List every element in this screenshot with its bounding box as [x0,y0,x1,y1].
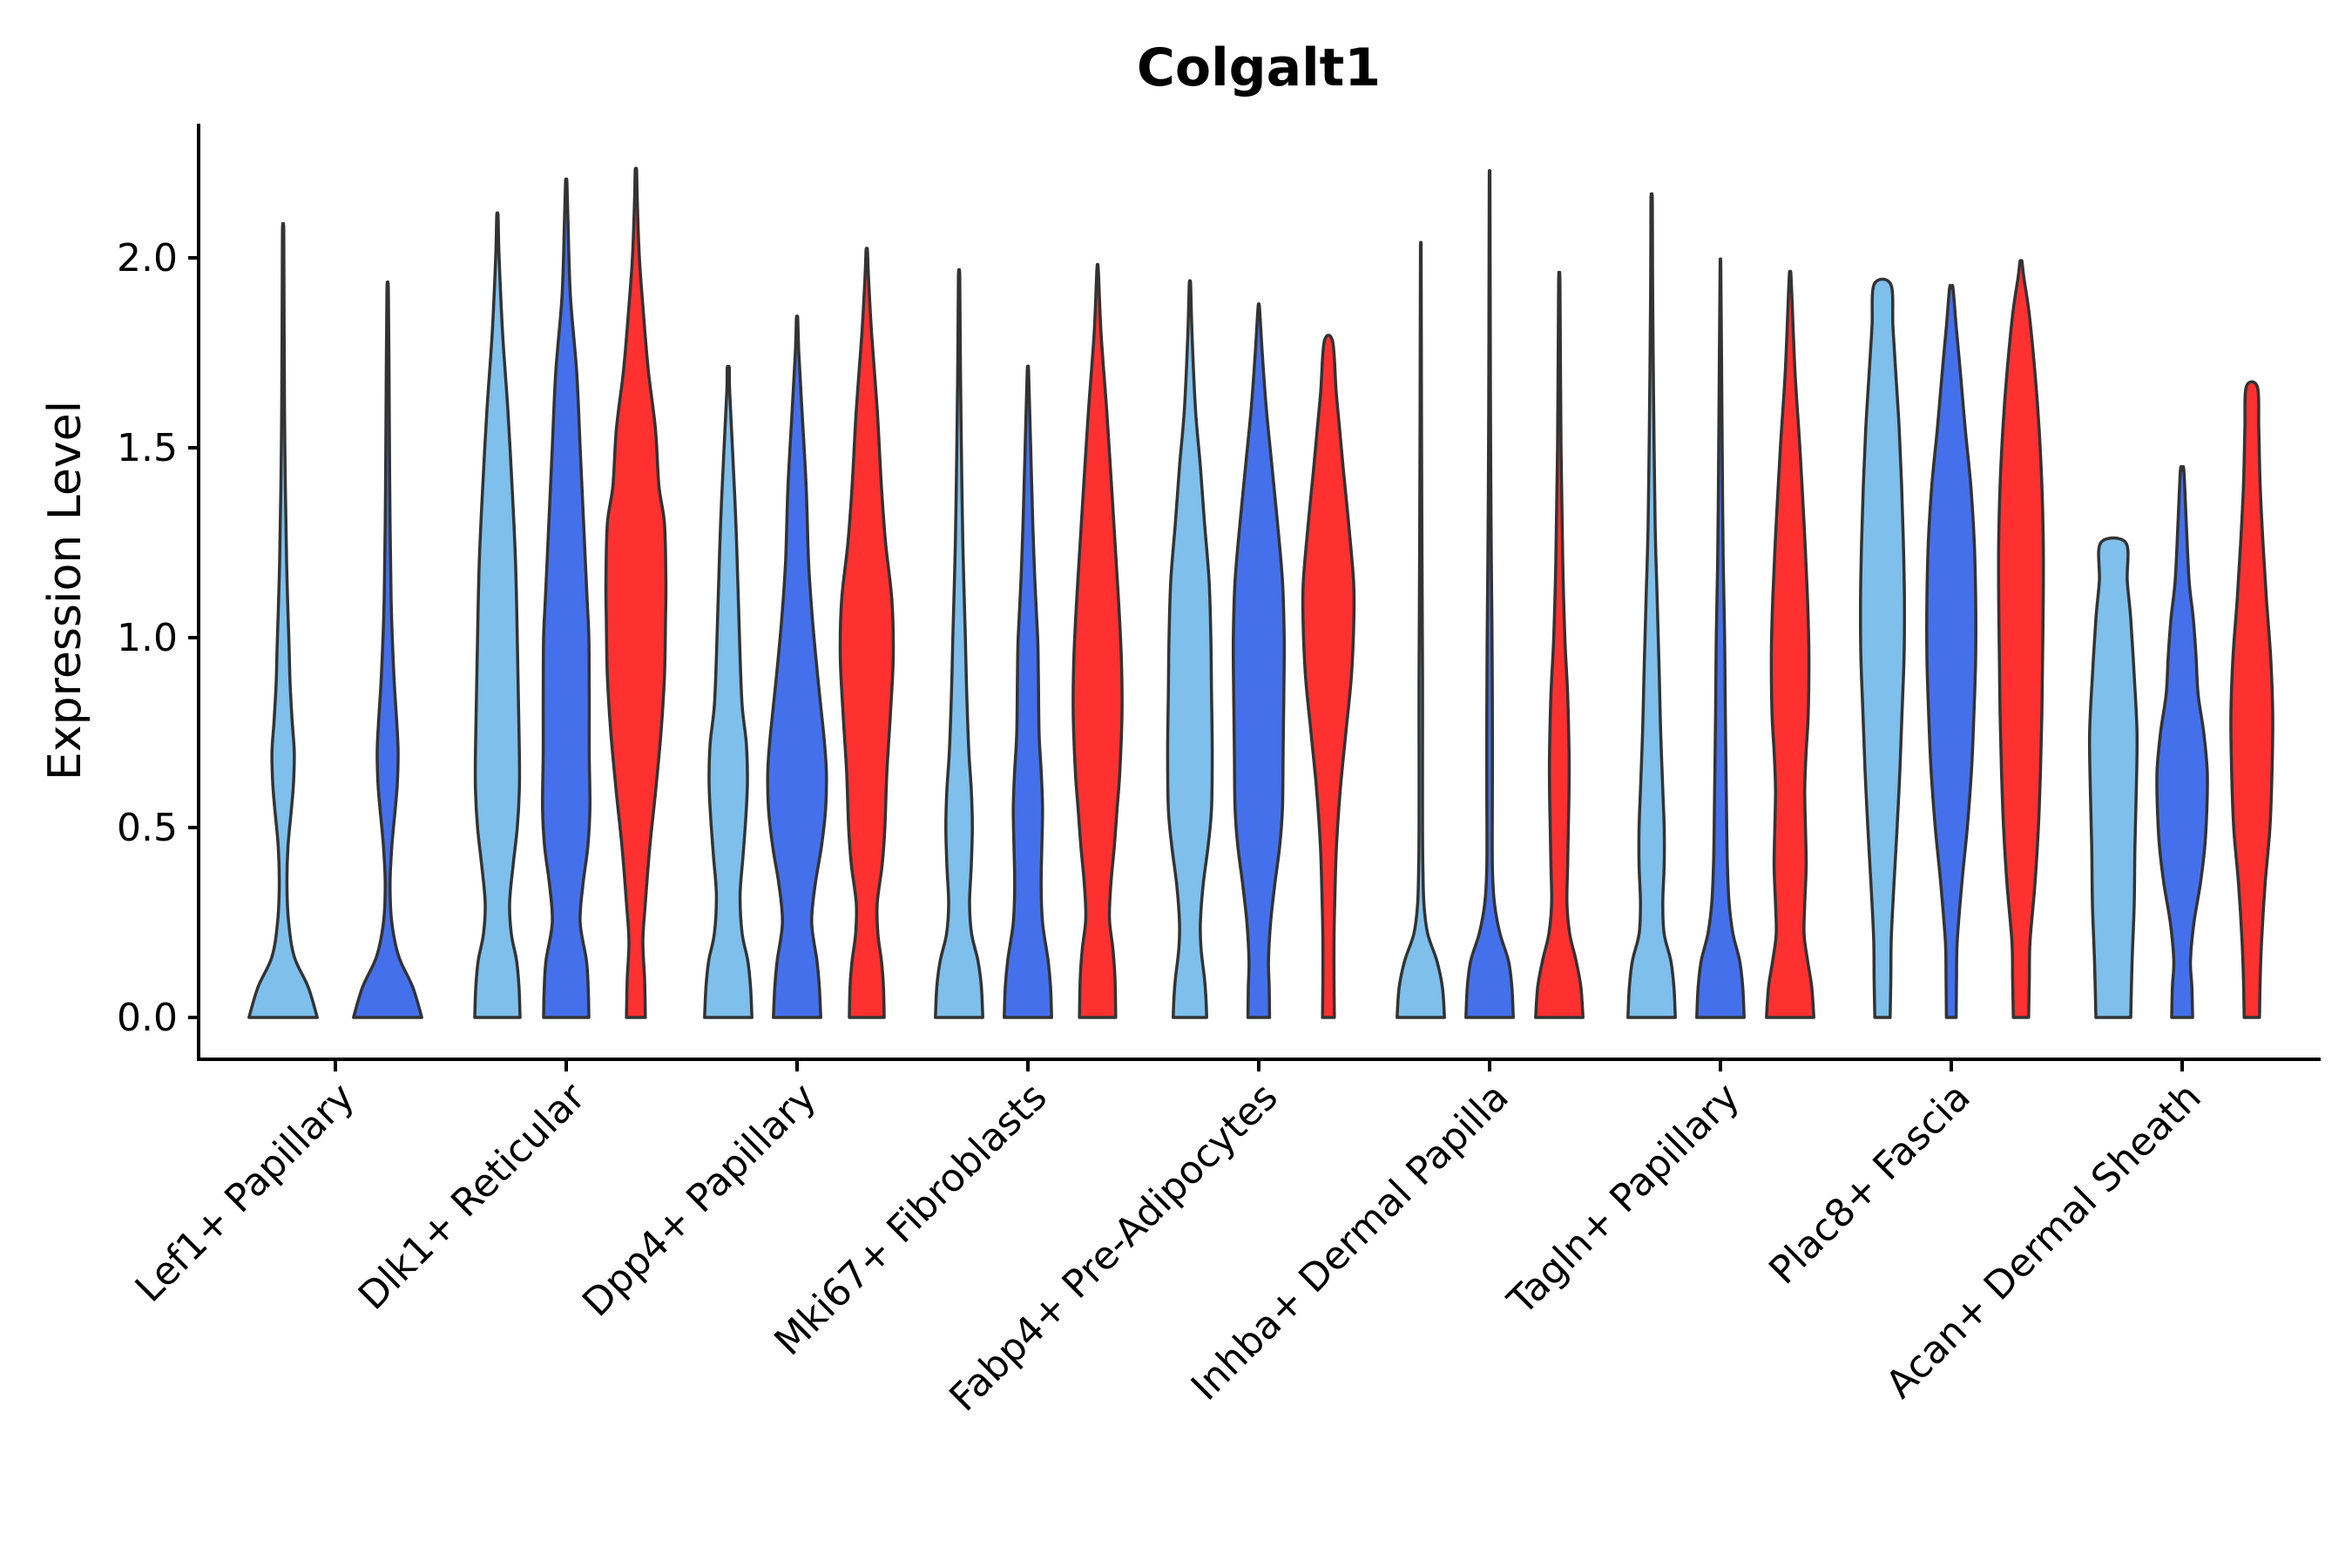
violin-s3 [1765,269,1815,1019]
y-tick-label: 1.5 [117,426,178,470]
violin-s3 [604,166,668,1019]
x-tick-label: Lef1+ Papillary [127,1075,363,1311]
violin-s2 [766,314,828,1019]
violin-s2 [1695,257,1746,1019]
violin-s2 [1464,169,1515,1019]
violin-s1 [247,222,319,1019]
x-tick-label: Dpp4+ Papillary [574,1075,825,1326]
x-tick-label: Tagln+ Papillary [1499,1075,1748,1324]
violin-s1 [703,364,754,1019]
violin-s1 [2087,536,2139,1019]
y-tick-label: 0.5 [117,806,178,850]
y-axis-label: Expression Level [39,401,91,781]
violin-s2 [352,280,423,1019]
violin-s1 [473,211,522,1019]
violin-layer [247,166,2274,1019]
x-tick-label: Dlk1+ Reticular [350,1074,595,1319]
violin-s2 [2155,464,2209,1019]
y-tick-label: 1.0 [117,616,178,660]
violin-s2 [1925,283,1977,1019]
violin-s3 [2229,380,2274,1019]
violin-s1 [1626,192,1677,1019]
y-ticks: 0.0 0.5 1.0 1.5 2.0 [117,236,199,1040]
violin-s3 [1997,259,2045,1019]
violin-s3 [1534,271,1585,1019]
violin-s2 [1231,302,1287,1019]
chart-title: Colgalt1 [1137,37,1381,98]
violin-s1 [1396,240,1446,1019]
violin-s2 [1003,364,1053,1019]
violin-s3 [1301,334,1356,1019]
violin-s1 [1858,277,1907,1019]
violin-s3 [838,247,896,1019]
x-tick-label: Plac8+ Fascia [1761,1075,1979,1294]
y-tick-label: 0.0 [117,996,178,1040]
violin-s1 [1166,279,1214,1019]
y-tick-label: 2.0 [117,236,178,280]
violin-s3 [1071,262,1124,1019]
violin-s1 [934,268,984,1019]
violin-s2 [540,177,592,1019]
